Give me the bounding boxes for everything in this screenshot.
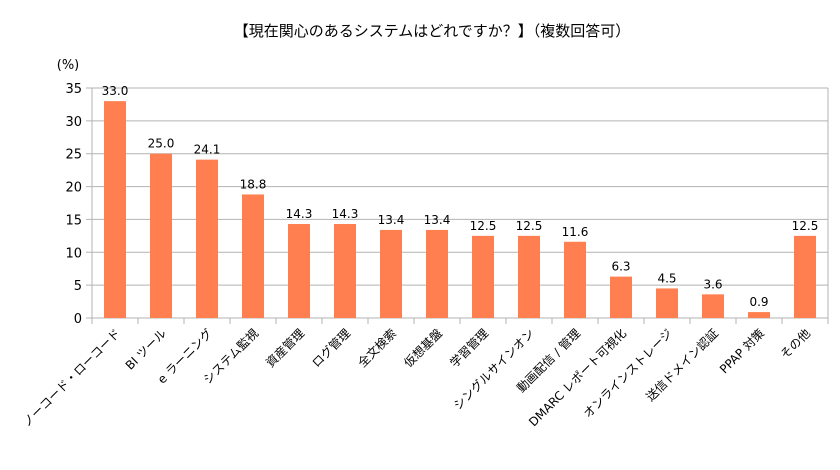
- data-label: 18.8: [240, 177, 267, 191]
- y-tick-label: 20: [65, 181, 82, 196]
- category-label: ログ管理: [309, 326, 354, 371]
- category-label: BI ツール: [123, 326, 169, 372]
- category-label: PPAP 対策: [717, 326, 767, 376]
- bar: [380, 229, 402, 318]
- bar: [518, 235, 540, 318]
- bar: [656, 288, 678, 318]
- y-tick-label: 15: [65, 213, 82, 228]
- category-label: オンラインストレージ: [581, 326, 675, 420]
- bars: [104, 101, 816, 319]
- data-label: 24.1: [194, 143, 221, 157]
- category-label: 資産管理: [263, 326, 308, 371]
- data-label: 12.5: [516, 219, 543, 233]
- category-label: 仮想基盤: [401, 326, 446, 371]
- y-axis-ticks: 0 5 10 15 20 25 30 35: [65, 82, 82, 327]
- data-label: 12.5: [792, 219, 819, 233]
- data-label: 0.9: [749, 295, 768, 309]
- bar: [564, 241, 586, 318]
- bar: [610, 276, 632, 318]
- bar: [748, 312, 770, 318]
- data-label: 33.0: [102, 84, 129, 98]
- category-label: その他: [778, 326, 813, 361]
- category-label: 学習管理: [447, 326, 492, 371]
- data-label: 13.4: [378, 213, 405, 227]
- bar: [794, 235, 816, 318]
- category-label: シングルサインオン: [451, 326, 537, 412]
- bar: [196, 159, 218, 318]
- bar: [702, 294, 724, 318]
- data-label: 3.6: [703, 277, 722, 291]
- data-labels: 33.0 25.0 24.1 18.8 14.3 14.3 13.4 13.4 12.5 12.5…: [102, 84, 819, 309]
- y-tick-label: 10: [65, 246, 82, 261]
- bar: [426, 229, 448, 318]
- bar: [334, 224, 356, 318]
- data-label: 14.3: [286, 207, 313, 221]
- bar: [472, 235, 494, 318]
- data-label: 4.5: [657, 271, 676, 285]
- y-tick-label: 5: [74, 279, 82, 294]
- data-label: 14.3: [332, 207, 359, 221]
- data-label: 12.5: [470, 219, 497, 233]
- bar: [104, 101, 126, 319]
- data-label: 13.4: [424, 213, 451, 227]
- y-tick-label: 0: [74, 312, 82, 327]
- y-tick-label: 35: [65, 82, 82, 97]
- data-label: 11.6: [562, 225, 589, 239]
- data-label: 25.0: [148, 137, 175, 151]
- bar: [288, 224, 310, 318]
- bar: [242, 194, 264, 318]
- chart-title: 【現在関心のあるシステムはどれですか？】（複数回答可）: [234, 22, 631, 40]
- category-label: ノーコード・ローコード: [20, 326, 123, 429]
- data-label: 6.3: [611, 260, 630, 274]
- bar: [150, 153, 172, 318]
- y-tick-label: 30: [65, 115, 82, 130]
- y-tick-label: 25: [65, 148, 82, 163]
- category-label: 全文検索: [355, 326, 400, 371]
- y-axis-unit-label: (%): [57, 58, 80, 73]
